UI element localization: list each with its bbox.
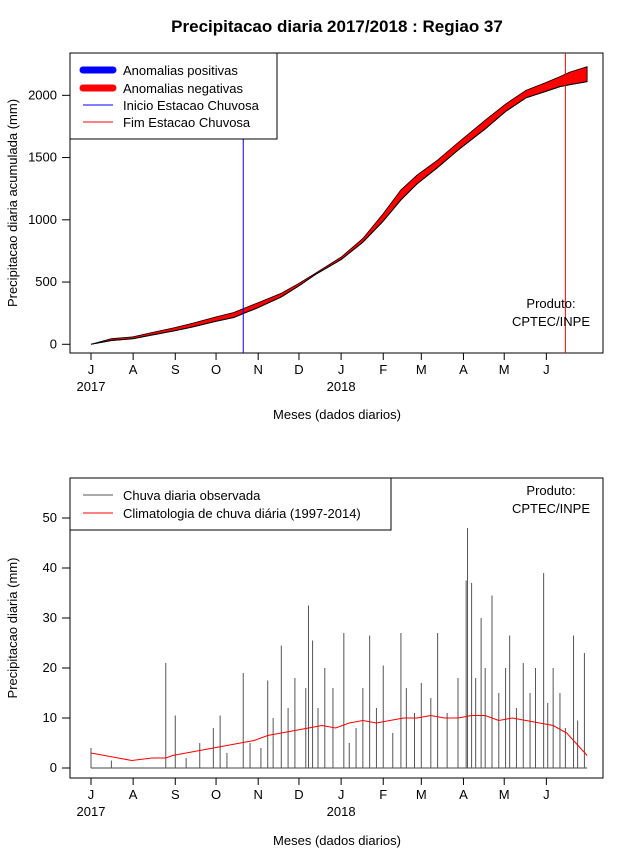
y-tick-label: 0 (50, 336, 57, 351)
x-tick-label: M (416, 787, 427, 802)
x-tick-label: N (253, 362, 262, 377)
x-tick-label: A (459, 362, 468, 377)
x-tick-label: M (416, 362, 427, 377)
x-tick-label: J (543, 787, 550, 802)
y-tick-label: 1000 (28, 212, 57, 227)
x-tick-label: F (379, 362, 387, 377)
x-tick-label: S (171, 787, 180, 802)
product-label-top: Produto: (526, 296, 575, 311)
legend-label-positive: Anomalias positivas (123, 63, 238, 78)
legend-label-observed: Chuva diaria observada (123, 488, 261, 503)
x-axis-label-bottom: Meses (dados diarios) (273, 833, 401, 848)
year-label: 2017 (77, 379, 106, 394)
year-label: 2018 (327, 804, 356, 819)
legend-top: Anomalias positivas Anomalias negativas … (69, 52, 278, 140)
cumulative-panel: 0 500 1000 1500 2000 J A S O N D J F M A M J 2017 2018 Pr… (5, 52, 604, 422)
x-tick-label: N (253, 787, 262, 802)
climatology-line (90, 714, 588, 762)
year-label: 2018 (327, 379, 356, 394)
legend-label-start: Inicio Estacao Chuvosa (123, 98, 260, 113)
product-source-top: CPTEC/INPE (512, 314, 590, 329)
x-tick-label: J (338, 787, 345, 802)
x-tick-label: D (294, 787, 303, 802)
observed-cumulative-line (90, 81, 588, 345)
y-tick-label: 1500 (28, 150, 57, 165)
x-tick-label: A (129, 362, 138, 377)
x-tick-label: J (88, 362, 95, 377)
x-tick-label: J (338, 362, 345, 377)
legend-bottom: Chuva diaria observada Climatologia de c… (69, 477, 392, 531)
y-tick-label: 10 (43, 710, 57, 725)
x-axis-label-top: Meses (dados diarios) (273, 407, 401, 422)
x-tick-label: O (211, 787, 221, 802)
y-tick-label: 2000 (28, 87, 57, 102)
y-tick-label: 20 (43, 660, 57, 675)
x-tick-label: S (171, 362, 180, 377)
x-tick-label: A (459, 787, 468, 802)
product-label-bottom: Produto: (526, 483, 575, 498)
legend-label-end: Fim Estacao Chuvosa (123, 115, 251, 130)
x-tick-label: M (499, 362, 510, 377)
daily-panel: 0 10 20 30 40 50 J A S O N D J F M A M J 2017 2018 Precipi… (5, 477, 604, 848)
legend-label-negative: Anomalias negativas (123, 81, 243, 96)
y-tick-label: 40 (43, 560, 57, 575)
x-tick-label: J (88, 787, 95, 802)
chart-title: Precipitacao diaria 2017/2018 : Regiao 3… (171, 17, 503, 36)
y-axis-label-top: Precipitacao diaria acumulada (mm) (5, 99, 20, 307)
y-tick-label: 30 (43, 610, 57, 625)
y-tick-label: 500 (35, 274, 57, 289)
y-tick-label: 50 (43, 510, 57, 525)
y-tick-label: 0 (50, 760, 57, 775)
x-tick-label: M (499, 787, 510, 802)
legend-label-climatology: Climatologia de chuva diária (1997-2014) (123, 506, 361, 521)
year-label: 2017 (77, 804, 106, 819)
y-axis-label-bottom: Precipitacao diaria (mm) (5, 558, 20, 699)
x-tick-label: D (294, 362, 303, 377)
product-source-bottom: CPTEC/INPE (512, 501, 590, 516)
x-tick-label: A (129, 787, 138, 802)
x-tick-label: O (211, 362, 221, 377)
x-tick-label: J (543, 362, 550, 377)
x-tick-label: F (379, 787, 387, 802)
